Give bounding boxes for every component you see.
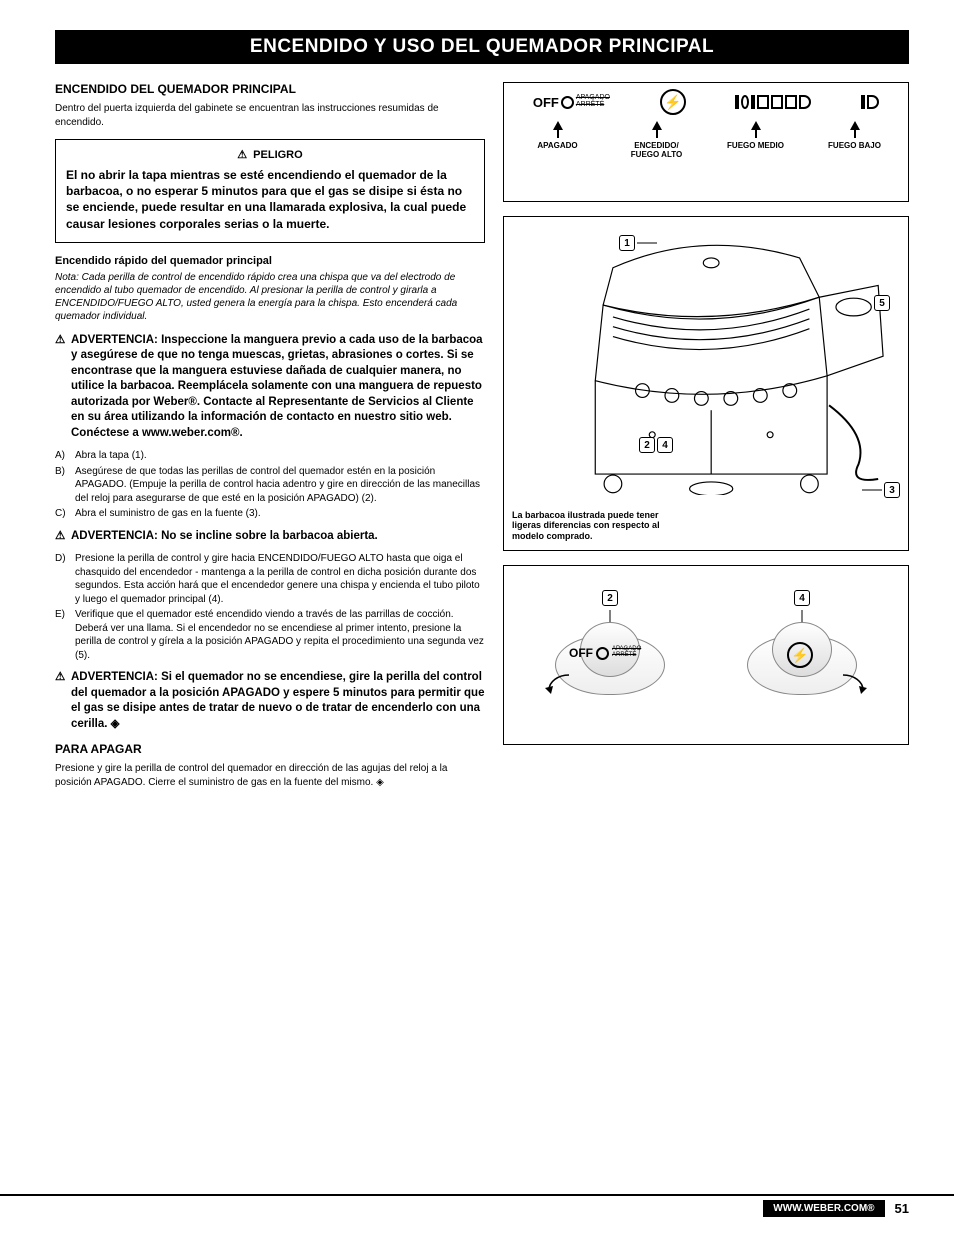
warning-hose-text: ADVERTENCIA: Inspeccione la manguera pre… [71,334,483,424]
flame-high-icon [735,95,811,109]
callout-5: 5 [874,295,890,311]
intro-text: Dentro del puerta izquierda del gabinete… [55,102,485,129]
callout-4-num: 4 [657,437,673,453]
figure-grill: 1 5 2 4 3 La barbacoa ilustrada puede te… [503,216,909,551]
footer-url: WWW.WEBER.COM® [763,1200,884,1217]
step-a-text: Abra la tapa (1). [75,450,147,461]
footer-page-number: 51 [895,1201,909,1216]
heading-rapid: Encendido rápido del quemador principal [55,255,485,267]
callout-3: 3 [862,482,900,498]
knob-label-0: APAGADO [508,142,607,160]
circle-icon [596,647,609,660]
callout-5-num: 5 [874,295,890,311]
knob-off: OFF APAGADO ARRÊTÉ [533,95,610,110]
ignite-icon: ⚡ [787,642,813,668]
warning-hose: ADVERTENCIA: Inspeccione la manguera pre… [55,333,485,442]
step-c: C) Abra el suministro de gas en la fuente… [55,507,485,521]
callout-1-num: 1 [619,235,635,251]
circle-icon [561,96,574,109]
dial-off: 2 OFF APAGADO ARRÊTÉ [525,590,695,720]
step-c-marker: C) [55,507,66,521]
danger-body: El no abrir la tapa mientras se esté enc… [66,167,474,232]
warning-hose-link: Conéctese a www.weber.com®. [71,427,243,439]
step-b-marker: B) [55,465,65,479]
ignite-icon: ⚡ [660,89,686,115]
steps-list-de: D) Presione la perilla de control y gire … [55,552,485,662]
step-d-text: Presione la perilla de control y gire ha… [75,553,480,605]
steps-list-abc: A) Abra la tapa (1). B) Asegúrese de que t… [55,449,485,521]
warning-retry: ADVERTENCIA: Si el quemador no se encend… [55,670,485,732]
danger-box: PELIGRO El no abrir la tapa mientras se … [55,139,485,243]
dial-off-sub2: ARRÊTÉ [612,653,641,659]
off-label: OFF [533,95,559,110]
figures-column: OFF APAGADO ARRÊTÉ ⚡ [503,82,909,799]
knob-label-1: ENCEDIDO/ FUEGO ALTO [607,142,706,160]
off-body: Presione y gire la perilla de control de… [55,762,485,789]
heading-main: ENCENDIDO DEL QUEMADOR PRINCIPAL [55,82,485,96]
figure-dials: 2 OFF APAGADO ARRÊTÉ [503,565,909,745]
note-text: Nota: Cada perilla de control de encendi… [55,271,485,323]
step-e: E) Verifique que el quemador esté encendi… [55,608,485,662]
heading-off: PARA APAGAR [55,742,485,756]
step-c-text: Abra el suministro de gas en la fuente (… [75,508,261,519]
figure-knob-positions: OFF APAGADO ARRÊTÉ ⚡ [503,82,909,202]
off-sub2: ARRÊTÉ [576,102,610,109]
step-e-text: Verifique que el quemador esté encendido… [75,609,484,661]
warning-lean: ADVERTENCIA: No se incline sobre la barb… [55,529,485,545]
callout-2-num: 2 [639,437,655,453]
dial-ignite: 4 ⚡ [717,590,887,720]
step-a-marker: A) [55,449,65,463]
grill-illustration [554,237,888,495]
dial-off-num: 2 [602,590,618,606]
dial-off-label: OFF [569,646,593,660]
flame-low-icon [861,95,879,109]
callout-3-num: 3 [884,482,900,498]
callout-1: 1 [619,235,657,251]
knob-label-2: FUEGO MEDIO [706,142,805,160]
page-title: ENCENDIDO Y USO DEL QUEMADOR PRINCIPAL [55,30,909,64]
step-b: B) Asegúrese de que todas las perillas de… [55,465,485,506]
step-d: D) Presione la perilla de control y gire … [55,552,485,606]
dial-ignite-num: 4 [794,590,810,606]
step-d-marker: D) [55,552,66,566]
content-column: ENCENDIDO DEL QUEMADOR PRINCIPAL Dentro … [55,82,485,799]
step-e-marker: E) [55,608,65,622]
step-a: A) Abra la tapa (1). [55,449,485,463]
grill-caption: La barbacoa ilustrada puede tener ligera… [512,510,682,542]
page-footer: WWW.WEBER.COM® 51 [0,1194,954,1235]
danger-label: PELIGRO [66,148,474,161]
callout-2-4: 2 4 [639,437,673,453]
knob-label-3: FUEGO BAJO [805,142,904,160]
step-b-text: Asegúrese de que todas las perillas de c… [75,466,480,504]
